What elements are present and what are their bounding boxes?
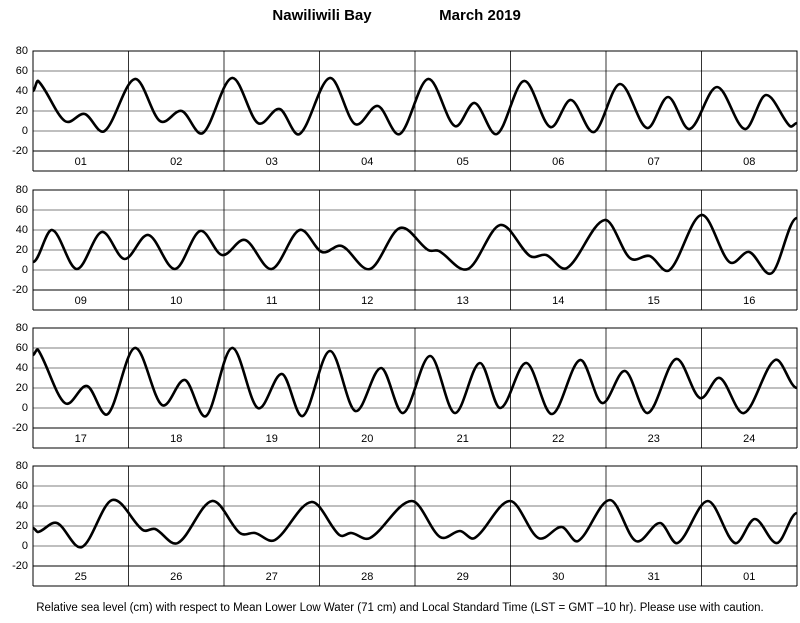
y-tick-label: 0: [22, 540, 28, 552]
tide-line: [31, 76, 798, 136]
x-tick-label: 25: [75, 571, 87, 583]
y-tick-label: 20: [16, 244, 28, 256]
x-tick-label: 27: [266, 571, 278, 583]
x-tick-label: 14: [552, 295, 564, 307]
x-tick-label: 08: [743, 156, 755, 168]
y-tick-label: 80: [16, 45, 28, 57]
x-tick-label: 11: [266, 295, 277, 307]
tide-line: [32, 346, 798, 418]
x-tick-label: 05: [457, 156, 469, 168]
tide-line: [32, 498, 798, 549]
x-tick-label: 26: [170, 571, 182, 583]
y-tick-label: -20: [12, 422, 28, 434]
y-tick-label: 60: [16, 480, 28, 492]
x-tick-label: 02: [170, 156, 182, 168]
x-tick-label: 23: [648, 433, 660, 445]
x-tick-label: 17: [75, 433, 87, 445]
panel-frame: [32, 465, 798, 567]
x-tick-label: 31: [648, 571, 660, 583]
panel-frame: [32, 189, 798, 291]
y-tick-label: 80: [16, 322, 28, 334]
x-tick-label: 22: [552, 433, 564, 445]
y-tick-label: 80: [16, 460, 28, 472]
x-tick-label: 06: [552, 156, 564, 168]
y-tick-label: 80: [16, 184, 28, 196]
x-tick-label: 15: [648, 295, 660, 307]
y-tick-label: 40: [16, 500, 28, 512]
y-tick-label: 40: [16, 224, 28, 236]
x-tick-label: 16: [743, 295, 755, 307]
y-tick-label: 0: [22, 402, 28, 414]
x-tick-label: 29: [457, 571, 469, 583]
x-tick-label: 12: [361, 295, 373, 307]
y-tick-label: 20: [16, 105, 28, 117]
y-tick-label: -20: [12, 145, 28, 157]
panel-frame: [32, 327, 798, 429]
x-tick-label: 19: [266, 433, 278, 445]
y-tick-label: 60: [16, 204, 28, 216]
chart-title: Nawiliwili Bay: [272, 7, 372, 24]
y-tick-label: 40: [16, 85, 28, 97]
x-tick-label: 24: [743, 433, 755, 445]
tide-line: [32, 213, 798, 276]
x-tick-label: 30: [552, 571, 564, 583]
y-tick-label: 60: [16, 342, 28, 354]
x-tick-label: 01: [75, 156, 87, 168]
panel-frame: [32, 50, 798, 152]
y-tick-label: 40: [16, 362, 28, 374]
x-tick-label: 04: [361, 156, 373, 168]
y-tick-label: -20: [12, 560, 28, 572]
x-tick-label: 28: [361, 571, 373, 583]
x-tick-label: 07: [648, 156, 660, 168]
chart-subtitle: March 2019: [439, 7, 521, 24]
x-tick-label: 09: [75, 295, 87, 307]
x-tick-label: 10: [170, 295, 182, 307]
y-tick-label: 60: [16, 65, 28, 77]
y-tick-label: 0: [22, 264, 28, 276]
x-tick-label: 03: [266, 156, 278, 168]
x-tick-label: 20: [361, 433, 373, 445]
y-tick-label: 20: [16, 520, 28, 532]
x-tick-label: 13: [457, 295, 469, 307]
footer-note: Relative sea level (cm) with respect to …: [36, 602, 763, 614]
y-tick-label: -20: [12, 284, 28, 296]
x-tick-label: 21: [457, 433, 469, 445]
x-tick-label: 18: [170, 433, 182, 445]
x-tick-label: 01: [743, 571, 755, 583]
y-tick-label: 20: [16, 382, 28, 394]
y-tick-label: 0: [22, 125, 28, 137]
